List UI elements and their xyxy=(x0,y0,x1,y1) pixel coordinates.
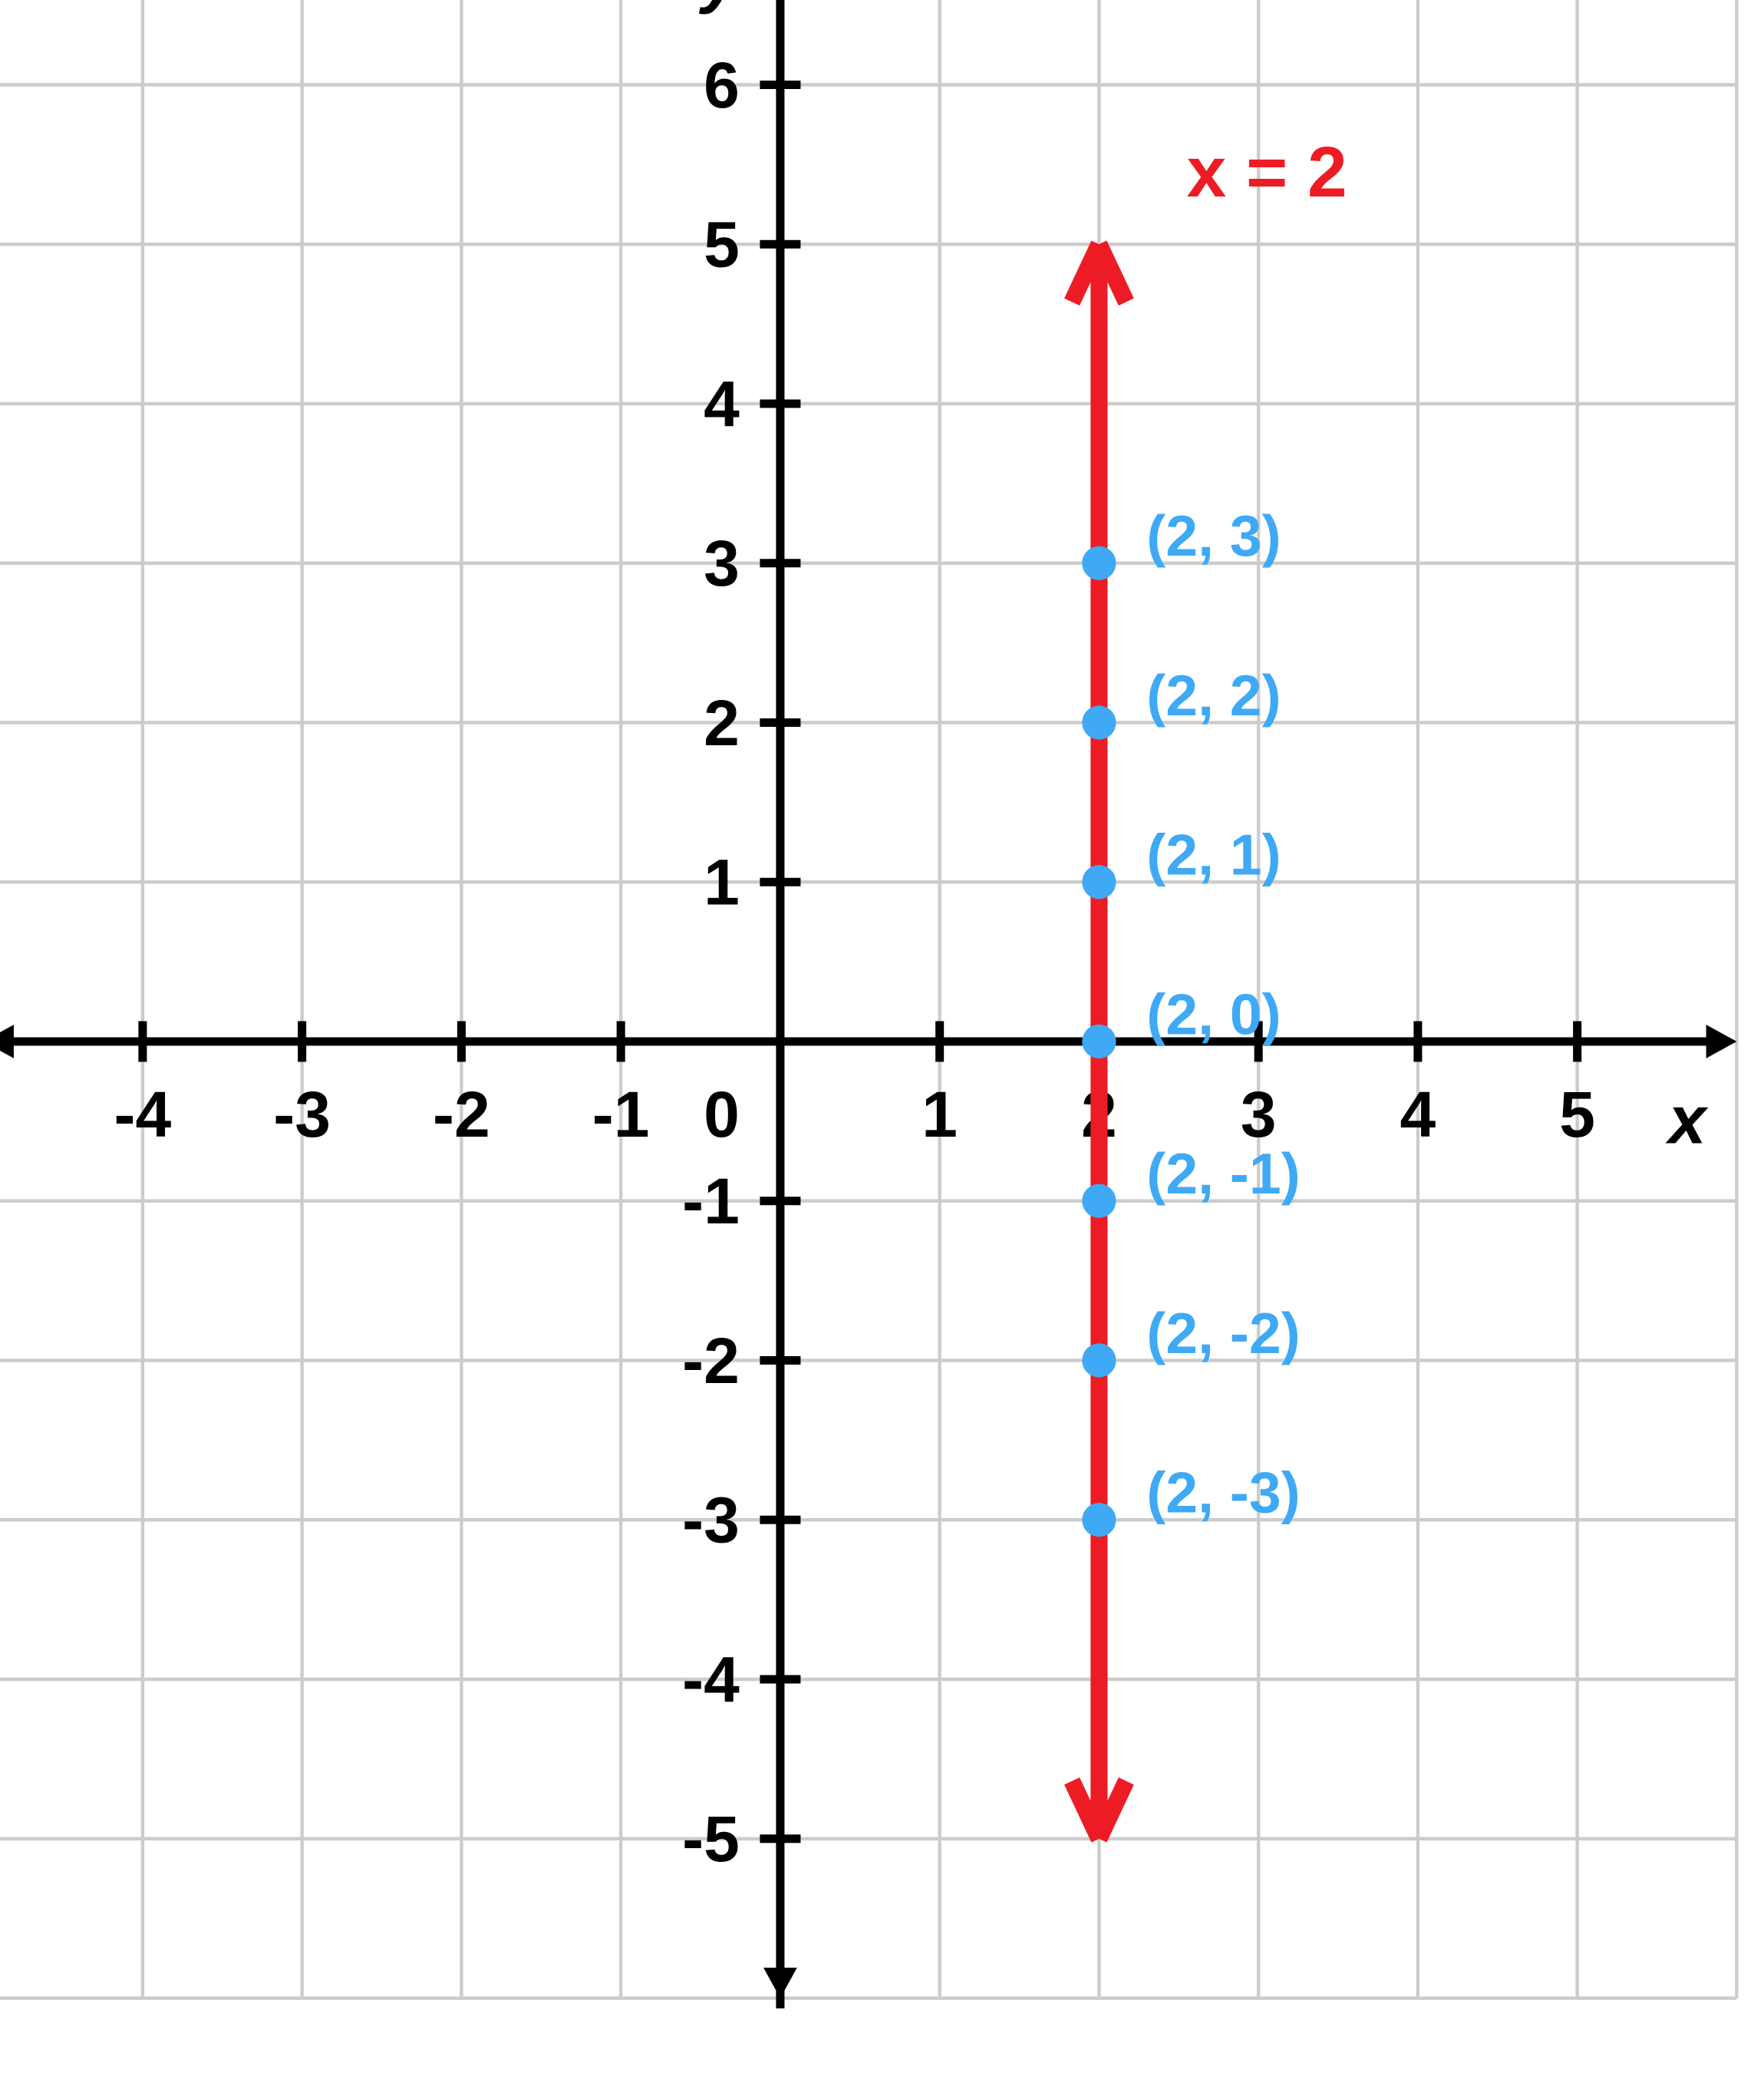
data-point-label: (2, 3) xyxy=(1146,503,1281,568)
x-tick-label: -2 xyxy=(433,1078,490,1150)
y-tick-label: -1 xyxy=(682,1165,740,1237)
data-point-label: (2, -1) xyxy=(1146,1141,1300,1206)
x-tick-label: -1 xyxy=(592,1078,650,1150)
data-point xyxy=(1082,1343,1116,1377)
data-point xyxy=(1082,546,1116,580)
data-point xyxy=(1082,865,1116,899)
data-point-label: (2, 1) xyxy=(1146,823,1281,887)
equation-label: x = 2 xyxy=(1187,132,1347,212)
data-point-label: (2, -2) xyxy=(1146,1301,1300,1365)
x-tick-label: -4 xyxy=(114,1078,172,1150)
y-axis-label: y xyxy=(699,0,743,15)
data-point-label: (2, 2) xyxy=(1146,663,1281,728)
data-point-label: (2, -3) xyxy=(1146,1461,1300,1525)
x-tick-label: -3 xyxy=(273,1078,331,1150)
data-point xyxy=(1082,1025,1116,1058)
data-point-label: (2, 0) xyxy=(1146,982,1281,1046)
y-tick-label: -2 xyxy=(682,1325,740,1397)
y-tick-label: 2 xyxy=(704,687,740,759)
y-tick-label: 6 xyxy=(704,49,740,121)
x-tick-label: 1 xyxy=(922,1078,958,1150)
x-tick-label: 3 xyxy=(1241,1078,1277,1150)
x-tick-label: 5 xyxy=(1559,1078,1595,1150)
coordinate-plane-chart: -4-3-2-112345-5-4-3-2-11234560xyx = 2(2,… xyxy=(0,0,1764,2083)
y-tick-label: 1 xyxy=(704,847,740,919)
y-tick-label: 4 xyxy=(704,368,740,440)
chart-svg: -4-3-2-112345-5-4-3-2-11234560xyx = 2(2,… xyxy=(0,0,1764,2083)
origin-label: 0 xyxy=(704,1078,740,1150)
y-tick-label: 5 xyxy=(704,209,740,281)
y-tick-label: -5 xyxy=(682,1803,740,1875)
data-point xyxy=(1082,1503,1116,1537)
x-tick-label: 4 xyxy=(1400,1078,1436,1150)
data-point xyxy=(1082,1184,1116,1218)
y-tick-label: -4 xyxy=(682,1643,740,1715)
y-tick-label: 3 xyxy=(704,527,740,599)
data-point xyxy=(1082,705,1116,739)
x-axis-label: x xyxy=(1665,1082,1709,1158)
y-tick-label: -3 xyxy=(682,1484,740,1556)
